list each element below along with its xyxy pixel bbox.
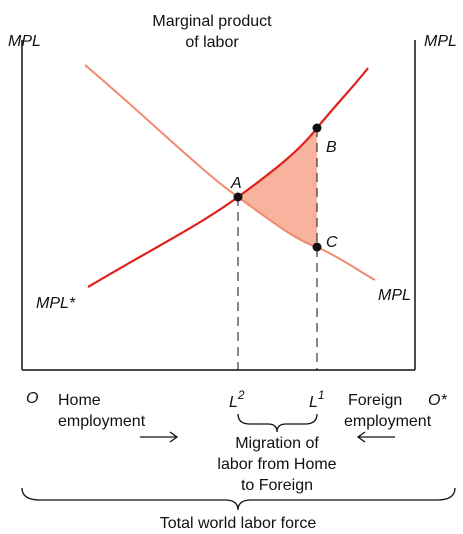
label: employment [58, 413, 146, 430]
label: L [309, 394, 318, 411]
point-label: A [230, 175, 242, 192]
point [312, 123, 322, 133]
title: Marginal product [152, 13, 272, 30]
origin-label: O* [428, 392, 447, 409]
brace [21, 487, 456, 511]
arrow [356, 431, 395, 443]
point [233, 192, 243, 202]
arrows [21, 413, 456, 511]
point [312, 242, 322, 252]
axis-label: MPL [424, 33, 457, 50]
home-curve [87, 67, 369, 288]
curve-label: MPL* [36, 295, 76, 312]
origin-label: O [26, 390, 38, 407]
point-label: B [326, 139, 337, 156]
foreign-curve [84, 64, 376, 281]
label: Home [58, 392, 101, 409]
curve-label: MPL [378, 287, 411, 304]
label: L2 [229, 388, 245, 411]
label: to Foreign [241, 477, 313, 494]
superscript: 2 [237, 388, 245, 402]
label: Foreign [348, 392, 402, 409]
label: L1 [309, 388, 325, 411]
arrow [140, 431, 179, 443]
axis-label: MPL [8, 33, 41, 50]
label: L [229, 394, 238, 411]
brace [237, 413, 318, 433]
point-label: C [326, 234, 338, 251]
label: Total world labor force [160, 515, 317, 532]
label: Migration of [235, 435, 319, 452]
label: employment [344, 413, 432, 430]
title: of labor [185, 34, 239, 51]
superscript: 1 [318, 388, 325, 402]
shaded-area [238, 128, 317, 247]
label: labor from Home [217, 456, 336, 473]
